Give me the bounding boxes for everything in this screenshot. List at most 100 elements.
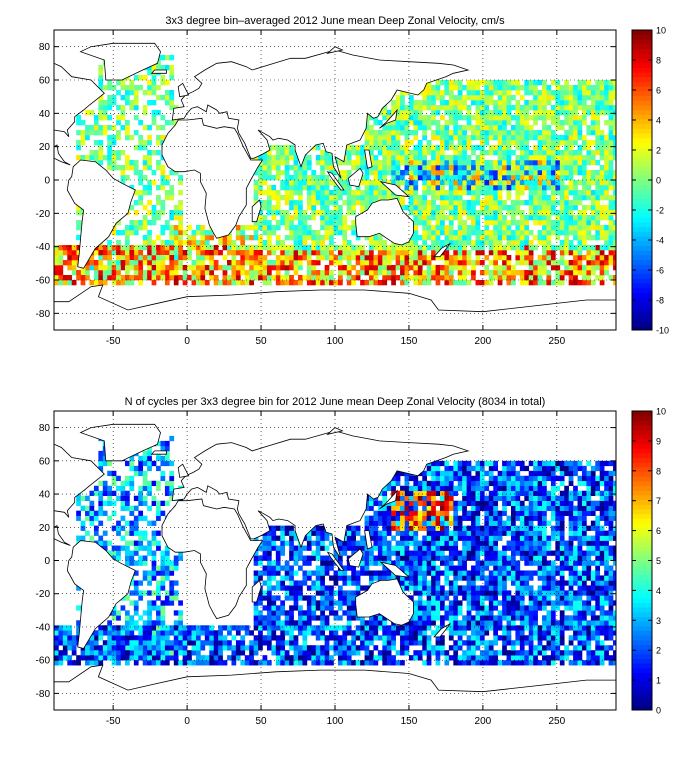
data-cell bbox=[200, 655, 205, 660]
data-cell bbox=[604, 100, 609, 105]
data-cell bbox=[165, 195, 170, 200]
data-cell bbox=[116, 105, 121, 110]
data-cell bbox=[347, 150, 352, 155]
data-cell bbox=[507, 170, 512, 175]
data-cell bbox=[98, 100, 103, 105]
data-cell bbox=[569, 180, 574, 185]
data-cell bbox=[467, 215, 472, 220]
data-cell bbox=[267, 250, 272, 255]
data-cell bbox=[609, 185, 614, 190]
data-cell bbox=[58, 250, 63, 255]
data-cell bbox=[418, 640, 423, 645]
data-cell bbox=[178, 600, 183, 605]
data-cell bbox=[147, 610, 152, 615]
data-cell bbox=[538, 110, 543, 115]
data-cell bbox=[600, 270, 605, 275]
data-cell bbox=[609, 630, 614, 635]
data-cell bbox=[138, 85, 143, 90]
data-cell bbox=[458, 80, 463, 85]
data-cell bbox=[138, 245, 143, 250]
data-cell bbox=[63, 650, 68, 655]
data-cell bbox=[152, 210, 157, 215]
data-cell bbox=[116, 150, 121, 155]
data-cell bbox=[498, 80, 503, 85]
data-cell bbox=[200, 245, 205, 250]
data-cell bbox=[285, 620, 290, 625]
data-cell bbox=[449, 235, 454, 240]
data-cell bbox=[591, 140, 596, 145]
data-cell bbox=[440, 125, 445, 130]
data-cell bbox=[245, 260, 250, 265]
data-cell bbox=[555, 95, 560, 100]
colorbar-swatch bbox=[632, 185, 652, 190]
data-cell bbox=[484, 115, 489, 120]
data-cell bbox=[156, 501, 161, 506]
y-tick-label: -40 bbox=[36, 242, 51, 253]
data-cell bbox=[427, 210, 432, 215]
data-cell bbox=[165, 461, 170, 466]
data-cell bbox=[294, 280, 299, 285]
data-cell bbox=[600, 660, 605, 665]
data-cell bbox=[440, 115, 445, 120]
data-cell bbox=[280, 180, 285, 185]
data-cell bbox=[147, 521, 152, 526]
data-cell bbox=[200, 260, 205, 265]
data-cell bbox=[436, 155, 441, 160]
data-cell bbox=[223, 245, 228, 250]
data-cell bbox=[103, 115, 108, 120]
data-cell bbox=[165, 481, 170, 486]
data-cell bbox=[440, 240, 445, 245]
data-cell bbox=[116, 155, 121, 160]
data-cell bbox=[143, 575, 148, 580]
data-cell bbox=[329, 180, 334, 185]
data-cell bbox=[529, 80, 534, 85]
data-cell bbox=[578, 125, 583, 130]
data-cell bbox=[515, 630, 520, 635]
data-cell bbox=[591, 225, 596, 230]
data-cell bbox=[147, 590, 152, 595]
data-cell bbox=[174, 205, 179, 210]
data-cell bbox=[471, 230, 476, 235]
data-cell bbox=[586, 90, 591, 95]
data-cell bbox=[143, 235, 148, 240]
data-cell bbox=[267, 275, 272, 280]
data-cell bbox=[476, 630, 481, 635]
data-cell bbox=[391, 130, 396, 135]
data-cell bbox=[484, 125, 489, 130]
data-cell bbox=[85, 650, 90, 655]
data-cell bbox=[529, 150, 534, 155]
data-cell bbox=[156, 150, 161, 155]
data-cell bbox=[254, 225, 259, 230]
data-cell bbox=[98, 80, 103, 85]
data-cell bbox=[444, 250, 449, 255]
data-cell bbox=[542, 625, 547, 630]
data-cell bbox=[227, 275, 232, 280]
data-cell bbox=[436, 125, 441, 130]
data-cell bbox=[325, 175, 330, 180]
data-cell bbox=[147, 461, 152, 466]
data-cell bbox=[138, 220, 143, 225]
data-cell bbox=[489, 180, 494, 185]
data-cell bbox=[458, 660, 463, 665]
data-cell bbox=[493, 215, 498, 220]
data-cell bbox=[311, 655, 316, 660]
data-cell bbox=[387, 160, 392, 165]
data-cell bbox=[89, 280, 94, 285]
data-cell bbox=[436, 185, 441, 190]
data-cell bbox=[449, 135, 454, 140]
data-cell bbox=[529, 270, 534, 275]
data-cell bbox=[582, 255, 587, 260]
data-cell bbox=[378, 160, 383, 165]
data-cell bbox=[409, 165, 414, 170]
data-cell bbox=[98, 625, 103, 630]
data-cell bbox=[98, 491, 103, 496]
data-cell bbox=[369, 245, 374, 250]
data-cell bbox=[573, 130, 578, 135]
data-cell bbox=[467, 95, 472, 100]
data-cell bbox=[329, 230, 334, 235]
data-cell bbox=[462, 630, 467, 635]
data-cell bbox=[578, 220, 583, 225]
data-cell bbox=[564, 190, 569, 195]
data-cell bbox=[116, 115, 121, 120]
data-cell bbox=[365, 255, 370, 260]
